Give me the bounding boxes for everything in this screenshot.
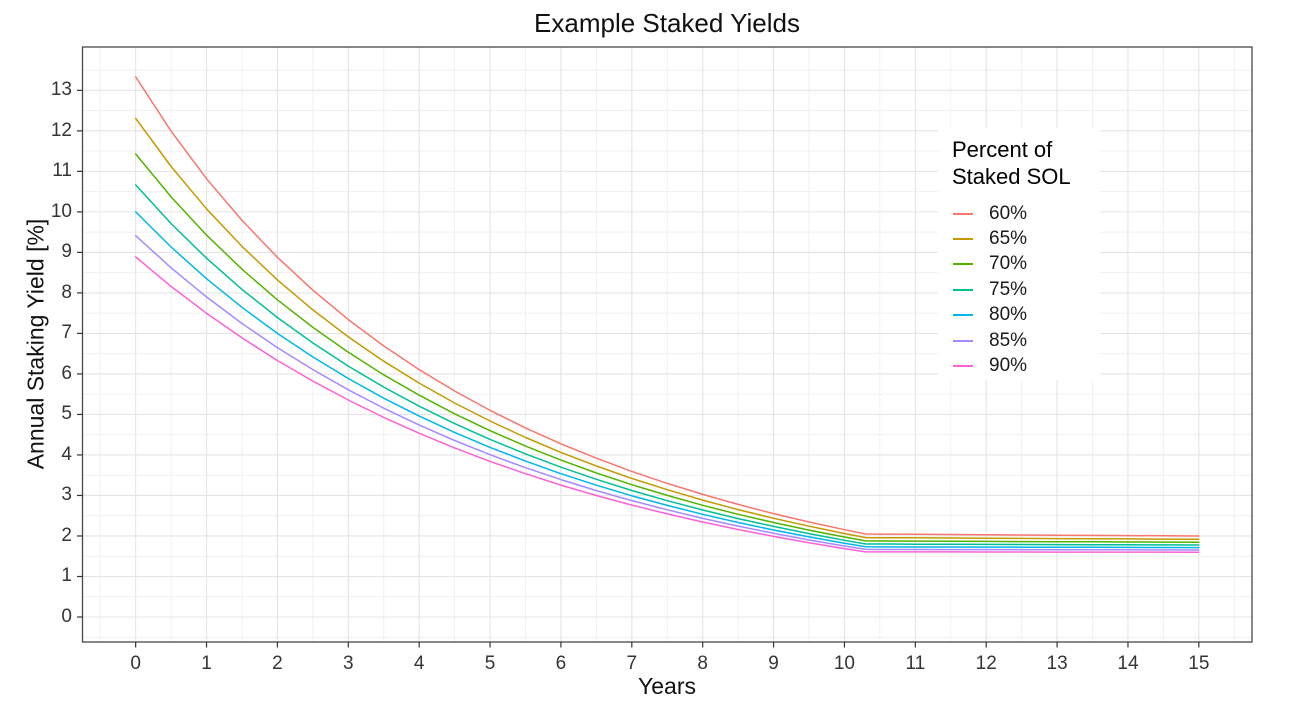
series-line-65%	[134, 117, 1200, 540]
y-tick-label: 5	[61, 403, 72, 425]
legend-key-line	[953, 212, 973, 215]
y-tick-label: 1	[61, 565, 72, 587]
legend-label: 90%	[989, 355, 1028, 377]
x-tick-label: 1	[201, 653, 212, 674]
legend-item-90%: 90%	[938, 353, 1100, 378]
x-tick-label: 15	[1188, 653, 1210, 674]
legend-item-70%: 70%	[938, 252, 1100, 277]
y-tick-label: 2	[61, 524, 72, 546]
legend-item-85%: 85%	[938, 328, 1100, 353]
series-line-80%	[134, 211, 1200, 549]
chart-title: Example Staked Yields	[534, 8, 800, 38]
x-axis-title: Years	[638, 673, 696, 699]
x-tick-label: 13	[1046, 653, 1068, 674]
y-tick-label: 9	[61, 241, 72, 263]
legend-item-80%: 80%	[938, 303, 1100, 328]
series-line-75%	[134, 184, 1200, 546]
y-tick-label: 6	[61, 362, 72, 384]
legend-key-line	[953, 263, 973, 266]
x-tick-label: 6	[555, 653, 567, 674]
y-tick-label: 7	[61, 322, 72, 344]
x-tick-label: 10	[833, 653, 856, 674]
legend-label: 65%	[989, 228, 1028, 250]
legend-title-line-1: Percent of	[952, 137, 1053, 162]
x-tick-label: 5	[484, 653, 496, 674]
legend-title: Percent of Staked SOL	[938, 128, 1100, 190]
legend-key-line	[953, 288, 973, 291]
x-tick-label: 14	[1117, 653, 1139, 674]
x-tick-label: 11	[905, 653, 926, 674]
legend-label: 60%	[989, 202, 1028, 224]
legend-label: 80%	[989, 304, 1028, 326]
x-tick-label: 3	[342, 653, 354, 674]
legend-title-line-2: Staked SOL	[952, 164, 1071, 189]
y-tick-label: 11	[52, 160, 72, 182]
panel-border	[81, 46, 1253, 643]
y-tick-label: 4	[61, 443, 72, 465]
legend-key-line	[953, 339, 973, 342]
legend-item-60%: 60%	[938, 201, 1100, 226]
legend-label: 85%	[989, 329, 1028, 351]
y-tick-label: 0	[61, 606, 72, 627]
x-tick-label: 4	[413, 653, 425, 674]
legend-key-line	[953, 365, 973, 368]
legend-label: 70%	[989, 253, 1028, 275]
legend-label: 75%	[989, 278, 1028, 300]
legend-items: 60% 65% 70% 75% 80% 85% 90%	[938, 201, 1100, 379]
legend-item-75%: 75%	[938, 277, 1100, 302]
series-line-70%	[134, 153, 1200, 543]
legend-key-line	[953, 238, 973, 241]
x-tick-label: 7	[626, 653, 638, 674]
x-tick-label: 0	[130, 653, 141, 674]
series-line-90%	[134, 256, 1200, 553]
y-tick-label: 13	[50, 79, 72, 101]
y-tick-label: 10	[50, 200, 72, 222]
x-tick-label: 9	[768, 653, 779, 674]
y-tick-label: 12	[50, 119, 72, 141]
x-tick-label: 12	[975, 653, 997, 674]
legend-item-65%: 65%	[938, 226, 1100, 251]
y-tick-label: 3	[61, 484, 72, 506]
y-tick-label: 8	[61, 281, 72, 303]
x-tick-label: 2	[272, 653, 283, 674]
x-tick-label: 8	[697, 653, 708, 674]
series-line-85%	[134, 234, 1200, 551]
legend-key-line	[953, 314, 973, 317]
series-line-60%	[134, 76, 1200, 537]
legend: Percent of Staked SOL 60% 65% 70% 75% 80% 85%…	[938, 128, 1100, 380]
